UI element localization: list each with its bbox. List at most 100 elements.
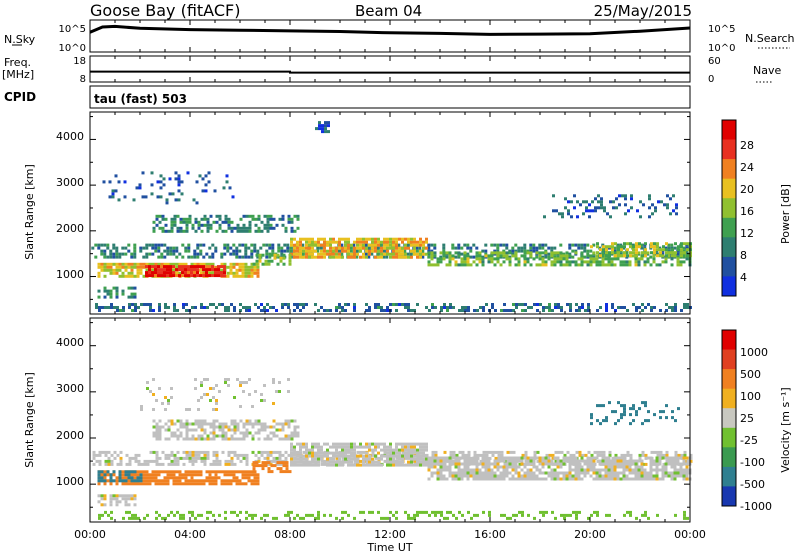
power-cell [248,214,252,218]
power-cell [179,226,183,230]
power-cell [611,248,614,252]
velocity-cell [407,513,410,517]
power-cell [157,265,160,269]
velocity-cell [110,516,113,520]
velocity-cell [673,459,677,463]
power-cell [457,263,461,267]
power-cell [324,130,327,134]
power-cell [626,309,629,312]
velocity-cell [203,419,207,423]
velocity-cell [377,445,380,449]
power-cell [368,243,371,247]
power-colorbar [721,119,737,297]
velocity-cell [614,422,617,426]
power-cell [545,306,548,309]
power-cell [299,243,302,247]
velocity-cell [142,476,146,480]
power-cell [341,309,344,312]
velocity-cell [445,459,449,463]
velocity-cell [218,462,222,466]
power-cell [253,246,257,250]
velocity-cell [230,434,234,438]
velocity-cell [344,457,347,461]
velocity-cell [466,474,470,478]
power-cell [323,246,326,250]
power-cell [103,295,107,299]
power-cell [290,220,294,224]
velocity-cell [623,410,626,414]
power-cell [479,306,482,309]
velocity-cell [158,431,162,435]
velocity-cell [484,465,488,469]
power-cell [604,257,608,261]
power-cell [380,309,383,312]
power-cell [517,263,521,267]
velocity-cell [413,442,416,446]
velocity-cell [602,462,606,466]
power-cell [589,257,593,261]
velocity-cell [461,453,465,457]
power-cell [319,246,323,250]
velocity-cell [212,462,216,466]
power-cell [100,265,104,269]
power-cell [279,259,283,263]
power-cell [121,289,125,293]
power-cell [245,309,248,312]
power-cell [529,254,533,258]
velocity-colorbar-swatch [722,388,736,409]
power-cell [442,243,446,247]
velocity-cell [326,459,330,463]
velocity-cell [302,457,305,461]
velocity-cell [439,477,443,481]
power-cell [305,255,308,259]
velocity-cell [242,431,246,435]
velocity-cell [224,510,227,514]
power-cell [123,195,127,199]
power-cell [200,306,203,309]
velocity-cell [200,384,203,387]
velocity-cell [583,468,587,472]
velocity-cell [335,516,338,520]
velocity-cell [267,461,271,465]
power-cell [163,262,167,266]
power-cell [547,246,551,250]
velocity-cell [278,428,282,432]
power-cell [247,274,251,278]
power-cell [347,303,350,306]
velocity-cell [620,416,623,420]
power-cell [200,303,203,306]
velocity-cell [586,471,590,475]
velocity-cell [285,461,289,465]
power-cell [242,214,246,218]
power-cell [554,303,557,306]
velocity-cell [401,460,404,464]
velocity-cell [371,460,374,464]
power-cell [425,237,428,241]
velocity-cell [622,465,626,469]
velocity-cell [344,460,347,464]
velocity-cell [422,448,425,452]
power-cell [395,240,398,244]
velocity-cell [350,457,353,461]
velocity-cell [270,470,274,474]
velocity-cell [430,474,434,478]
velocity-cell [197,437,201,441]
velocity-cell [158,419,162,423]
power-cell [496,246,500,250]
power-cell [377,303,380,306]
velocity-cell [179,516,182,520]
power-cell [263,309,266,312]
velocity-cell [181,473,185,477]
velocity-cell [212,513,215,517]
power-cell [644,306,647,309]
power-cell [218,303,221,306]
power-cell [181,271,184,275]
power-cell [406,243,410,247]
power-cell [293,252,296,256]
power-cell [284,226,288,230]
velocity-cell [323,460,326,464]
power-cbar-tick-16: 16 [740,205,754,218]
velocity-cell [583,462,587,466]
velocity-cell [103,476,107,480]
velocity-cell [589,462,593,466]
